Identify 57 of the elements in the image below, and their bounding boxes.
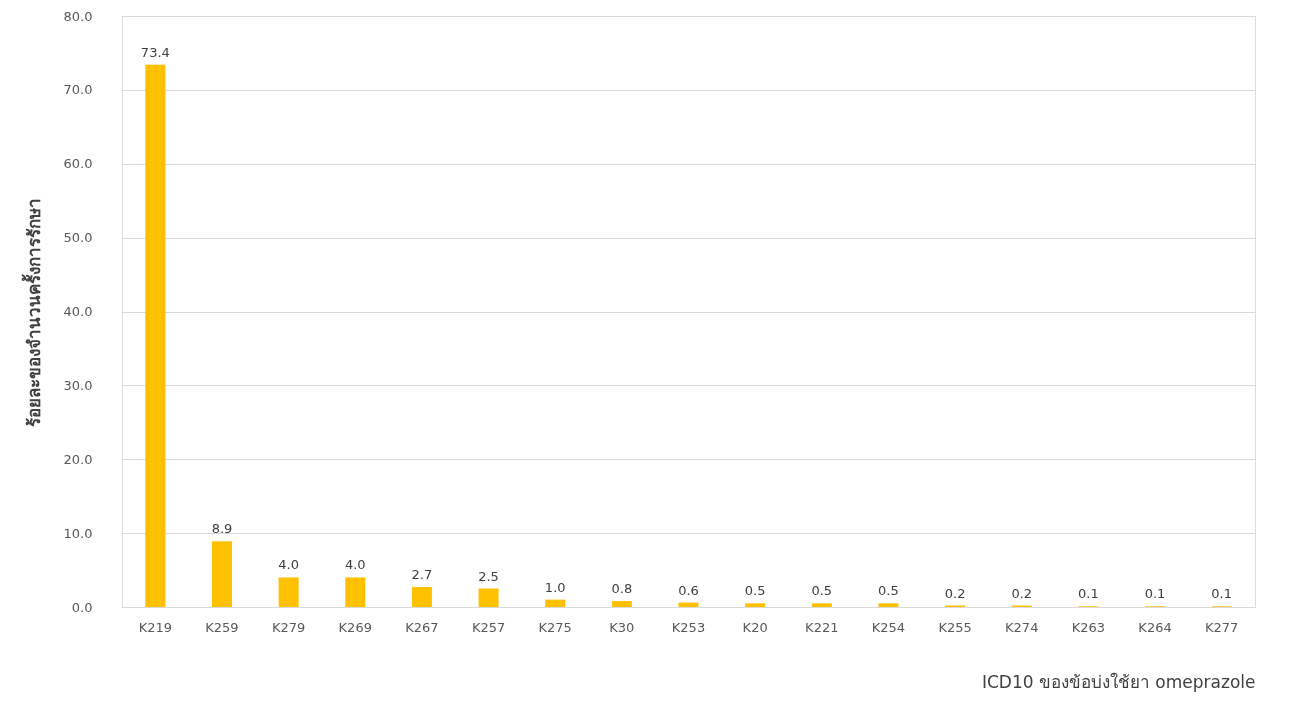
data-label: 0.2	[1011, 585, 1033, 601]
x-tick-label: K30	[609, 619, 635, 635]
bar	[611, 601, 632, 607]
bar	[678, 602, 699, 607]
x-tick-label: K257	[471, 619, 506, 635]
x-tick-label: K264	[1138, 619, 1172, 635]
x-tick-label: K253	[671, 619, 706, 635]
bar	[878, 603, 899, 607]
data-label: 2.7	[411, 567, 433, 583]
data-label: 0.5	[744, 583, 766, 599]
x-tick-label: K274	[1005, 619, 1039, 635]
y-tick-label: 20.0	[63, 451, 93, 467]
y-tick-label: 80.0	[63, 8, 93, 24]
x-tick-label: K259	[205, 619, 239, 635]
x-tick-label: K20	[742, 619, 768, 635]
data-label: 0.5	[878, 583, 899, 599]
y-tick-label: 60.0	[63, 156, 93, 172]
y-tick-label: 40.0	[63, 304, 93, 319]
x-tick-label: K269	[338, 619, 372, 635]
bar	[411, 587, 432, 607]
data-label: 2.5	[478, 568, 499, 584]
data-label: 0.1	[1211, 586, 1233, 602]
data-label: 0.5	[811, 583, 833, 599]
bar	[278, 577, 299, 607]
x-tick-label: K219	[138, 619, 172, 635]
bar	[345, 577, 366, 607]
bar	[478, 588, 499, 607]
data-label: 0.1	[1078, 586, 1099, 602]
data-label: 0.1	[1144, 586, 1166, 602]
y-tick-label: 0.0	[71, 599, 93, 615]
x-tick-label: K275	[538, 619, 572, 635]
data-label: 0.6	[678, 582, 699, 598]
x-tick-label: K279	[271, 619, 306, 635]
data-label: 4.0	[344, 557, 366, 573]
data-label: 1.0	[544, 579, 566, 595]
bar	[145, 64, 166, 607]
x-tick-label: K263	[1071, 619, 1106, 635]
bar	[211, 541, 232, 607]
x-tick-label: K221	[805, 619, 839, 635]
y-tick-label: 30.0	[63, 377, 93, 393]
data-label: 0.2	[944, 585, 966, 601]
x-tick-label: K254	[871, 619, 906, 635]
data-label: 73.4	[140, 44, 170, 60]
x-axis-title: ICD10 ของข้อบ่งใช้ยา omeprazole	[981, 671, 1256, 692]
y-tick-label: 10.0	[63, 525, 93, 541]
bar	[745, 603, 766, 607]
bar	[545, 599, 566, 607]
data-label: 4.0	[278, 557, 299, 573]
y-tick-label: 70.0	[63, 82, 93, 98]
x-tick-label: K277	[1205, 619, 1239, 635]
y-tick-label: 50.0	[63, 230, 93, 246]
data-label: 0.8	[611, 581, 633, 597]
data-label: 8.9	[211, 521, 233, 537]
bar	[811, 603, 832, 607]
x-tick-label: K267	[405, 619, 439, 635]
x-tick-label: K255	[938, 619, 972, 635]
y-axis-title: ร้อยละของจำนวนครั้งการรักษา	[20, 197, 44, 427]
